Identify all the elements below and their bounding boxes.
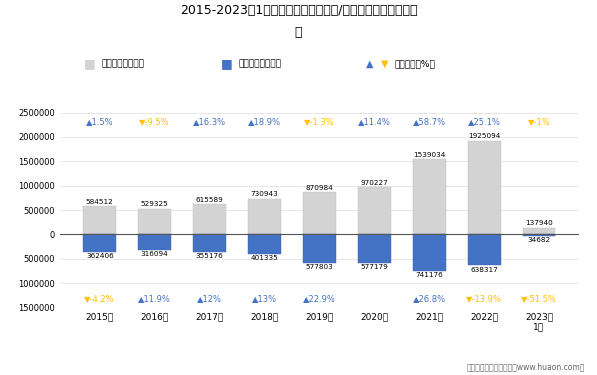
Text: ■: ■ (221, 57, 233, 70)
Bar (193, 234, 226, 252)
Text: 638317: 638317 (470, 267, 498, 273)
Text: 1539034: 1539034 (413, 152, 445, 158)
Text: ▼-13.9%: ▼-13.9% (466, 294, 502, 303)
Text: 584512: 584512 (86, 198, 113, 204)
Text: ▼-1.3%: ▼-1.3% (304, 117, 335, 126)
Text: ▲1.5%: ▲1.5% (86, 117, 113, 126)
Text: ■: ■ (84, 57, 96, 70)
Text: 137940: 137940 (525, 220, 553, 226)
Text: ▼-4.2%: ▼-4.2% (84, 294, 115, 303)
Text: ▲13%: ▲13% (252, 294, 277, 303)
Bar (467, 141, 500, 234)
Text: ▲18.9%: ▲18.9% (248, 117, 281, 126)
Bar (413, 234, 446, 270)
Text: ▲11.4%: ▲11.4% (358, 117, 390, 126)
Text: 970227: 970227 (361, 180, 388, 186)
Text: ▲: ▲ (367, 59, 374, 69)
Text: 741176: 741176 (416, 272, 443, 278)
Text: ▲12%: ▲12% (197, 294, 222, 303)
Text: 34682: 34682 (527, 237, 550, 243)
Text: 进口额（万美元）: 进口额（万美元） (239, 59, 282, 68)
Text: 355176: 355176 (196, 253, 223, 259)
Text: ▼-1%: ▼-1% (528, 117, 550, 126)
Bar (84, 206, 116, 234)
Text: 316094: 316094 (141, 251, 168, 257)
Text: ▲22.9%: ▲22.9% (303, 294, 336, 303)
Bar (467, 234, 500, 266)
Text: 577803: 577803 (306, 264, 333, 270)
Bar (522, 228, 555, 234)
Bar (139, 209, 171, 234)
Text: 同比增长（%）: 同比增长（%） (394, 59, 435, 68)
Bar (303, 192, 336, 234)
Bar (413, 159, 446, 234)
Text: 529325: 529325 (141, 201, 168, 207)
Text: 出口额（万美元）: 出口额（万美元） (101, 59, 144, 68)
Bar (303, 234, 336, 262)
Bar (248, 234, 281, 254)
Text: 制图：华经产业研究院（www.huaon.com）: 制图：华经产业研究院（www.huaon.com） (467, 362, 585, 371)
Bar (248, 199, 281, 234)
Text: 577179: 577179 (361, 264, 388, 270)
Text: ▲16.3%: ▲16.3% (193, 117, 226, 126)
Bar (193, 204, 226, 234)
Text: 401335: 401335 (251, 255, 278, 261)
Text: ▲25.1%: ▲25.1% (467, 117, 500, 126)
Text: 362406: 362406 (86, 254, 113, 260)
Text: ▲26.8%: ▲26.8% (413, 294, 446, 303)
Bar (522, 234, 555, 236)
Text: 1925094: 1925094 (468, 133, 500, 139)
Text: ▼: ▼ (381, 59, 389, 69)
Bar (139, 234, 171, 250)
Text: ▼-9.5%: ▼-9.5% (139, 117, 170, 126)
Text: ▲58.7%: ▲58.7% (413, 117, 446, 126)
Bar (84, 234, 116, 252)
Bar (358, 187, 391, 234)
Text: 615589: 615589 (196, 197, 223, 203)
Text: ▼-51.5%: ▼-51.5% (521, 294, 557, 303)
Text: 2015-2023年1月济南市（境内目的地/货源地）进、出口额统: 2015-2023年1月济南市（境内目的地/货源地）进、出口额统 (180, 4, 417, 17)
Bar (358, 234, 391, 262)
Text: 730943: 730943 (251, 191, 278, 197)
Text: 计: 计 (295, 26, 302, 39)
Text: ▲11.9%: ▲11.9% (139, 294, 171, 303)
Text: 870984: 870984 (306, 184, 333, 190)
